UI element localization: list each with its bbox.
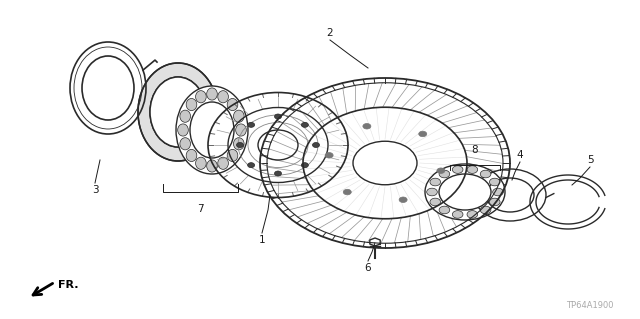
Text: 8: 8	[472, 145, 478, 155]
Ellipse shape	[490, 178, 500, 186]
Text: 1: 1	[259, 235, 266, 245]
Ellipse shape	[430, 178, 440, 186]
Ellipse shape	[486, 178, 534, 212]
Ellipse shape	[227, 149, 238, 161]
Ellipse shape	[234, 110, 244, 122]
Text: 7: 7	[197, 204, 204, 214]
Ellipse shape	[186, 99, 197, 111]
Ellipse shape	[439, 206, 450, 214]
Ellipse shape	[353, 141, 417, 185]
Ellipse shape	[138, 63, 218, 161]
Ellipse shape	[493, 188, 503, 196]
Ellipse shape	[248, 163, 255, 168]
Text: 4: 4	[516, 150, 524, 160]
Ellipse shape	[343, 189, 351, 195]
Ellipse shape	[190, 102, 234, 158]
Ellipse shape	[180, 138, 191, 150]
Ellipse shape	[259, 77, 511, 249]
Ellipse shape	[236, 124, 246, 136]
Ellipse shape	[248, 122, 255, 127]
Ellipse shape	[474, 169, 546, 221]
Ellipse shape	[234, 138, 244, 150]
Ellipse shape	[430, 198, 440, 206]
Ellipse shape	[196, 157, 206, 169]
Ellipse shape	[425, 164, 505, 220]
Ellipse shape	[301, 122, 308, 127]
Text: 3: 3	[92, 185, 99, 195]
Ellipse shape	[467, 166, 477, 174]
Ellipse shape	[363, 123, 371, 129]
Ellipse shape	[480, 170, 491, 178]
Ellipse shape	[218, 91, 228, 103]
Ellipse shape	[186, 149, 197, 161]
Ellipse shape	[536, 180, 600, 224]
Ellipse shape	[439, 174, 491, 210]
Ellipse shape	[530, 175, 606, 229]
Ellipse shape	[419, 131, 427, 137]
Text: 5: 5	[587, 155, 593, 165]
Ellipse shape	[439, 170, 450, 178]
Ellipse shape	[452, 211, 463, 218]
Ellipse shape	[312, 143, 319, 147]
Text: FR.: FR.	[58, 280, 79, 290]
Ellipse shape	[207, 88, 218, 100]
Ellipse shape	[490, 198, 500, 206]
Ellipse shape	[275, 171, 282, 176]
Ellipse shape	[218, 157, 228, 169]
Ellipse shape	[70, 42, 146, 134]
Ellipse shape	[325, 152, 333, 158]
Ellipse shape	[196, 91, 206, 103]
Ellipse shape	[178, 124, 188, 136]
Ellipse shape	[467, 211, 477, 218]
Text: TP64A1900: TP64A1900	[566, 301, 614, 310]
Ellipse shape	[180, 110, 191, 122]
Ellipse shape	[227, 99, 238, 111]
Ellipse shape	[150, 77, 206, 147]
Ellipse shape	[208, 93, 348, 197]
Ellipse shape	[427, 188, 437, 196]
Ellipse shape	[452, 166, 463, 174]
Ellipse shape	[437, 168, 445, 174]
Ellipse shape	[207, 160, 218, 172]
Ellipse shape	[82, 56, 134, 120]
Ellipse shape	[176, 86, 248, 174]
Text: 2: 2	[326, 28, 333, 38]
Ellipse shape	[275, 114, 282, 119]
Ellipse shape	[301, 163, 308, 168]
Text: 6: 6	[365, 263, 371, 273]
Ellipse shape	[399, 197, 407, 203]
Ellipse shape	[237, 143, 243, 147]
Ellipse shape	[150, 77, 206, 147]
Ellipse shape	[480, 206, 491, 214]
